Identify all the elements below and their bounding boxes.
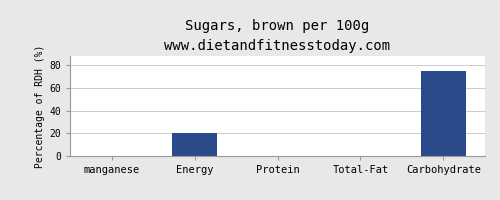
Bar <box>172 133 218 156</box>
Bar <box>420 71 466 156</box>
Title: Sugars, brown per 100g
www.dietandfitnesstoday.com: Sugars, brown per 100g www.dietandfitnes… <box>164 19 390 53</box>
Y-axis label: Percentage of RDH (%): Percentage of RDH (%) <box>35 44 45 168</box>
